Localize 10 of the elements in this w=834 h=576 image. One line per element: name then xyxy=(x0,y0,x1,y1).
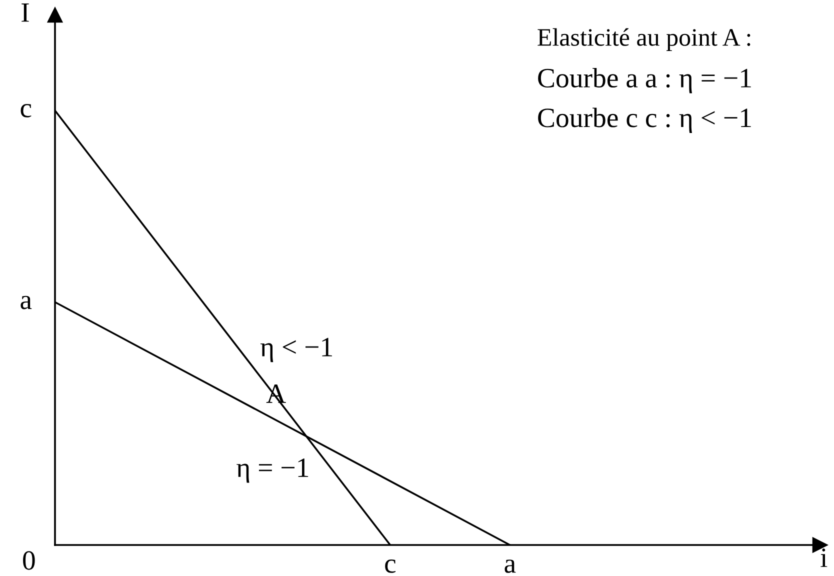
text: Courbe a a : η = −1 xyxy=(538,68,751,94)
annotation: η < −1 xyxy=(260,338,332,362)
y-axis-title: I xyxy=(22,3,29,22)
text: a xyxy=(20,296,32,310)
text: Elasticité au point A : xyxy=(538,28,750,51)
x-axis-title: i xyxy=(820,548,828,567)
text: 0 xyxy=(23,551,35,570)
annotation: Courbe c c : η < −1 xyxy=(538,108,751,133)
annotation: η = −1 xyxy=(236,458,308,483)
text: c xyxy=(20,104,32,118)
